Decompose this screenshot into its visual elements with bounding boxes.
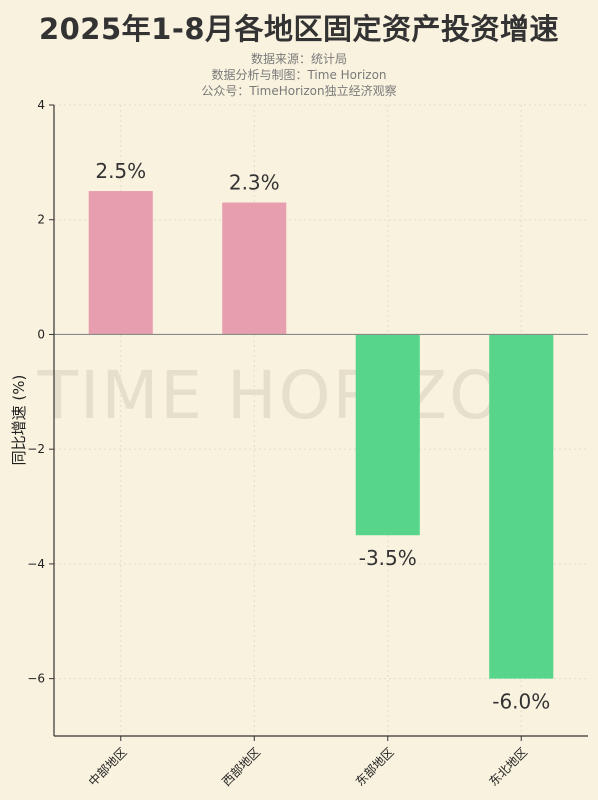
bars xyxy=(88,191,554,679)
subtitle-author: 数据分析与制图：Time Horizon xyxy=(211,68,387,82)
bar xyxy=(489,334,554,679)
x-tick-label: 中部地区 xyxy=(85,744,130,789)
y-axis-label: 同比增速 (%) xyxy=(10,375,28,466)
bar xyxy=(355,334,420,536)
data-label: -3.5% xyxy=(359,546,417,570)
y-tick-label: −6 xyxy=(27,672,45,686)
bar xyxy=(222,202,287,335)
subtitle-source: 数据来源：统计局 xyxy=(250,52,347,66)
x-tick-label: 东部地区 xyxy=(352,744,397,789)
y-tick-label: 4 xyxy=(37,98,45,112)
x-tick-label: 西部地区 xyxy=(219,744,264,789)
y-tick-label: 2 xyxy=(37,213,45,227)
bar xyxy=(88,191,153,335)
x-tick-label: 东北地区 xyxy=(486,745,530,789)
data-label: 2.3% xyxy=(229,171,280,195)
chart-title: 2025年1-8月各地区固定资产投资增速 xyxy=(38,12,560,46)
y-tick-label: −4 xyxy=(27,557,45,571)
data-labels: 2.5% 2.3% -3.5% -6.0% xyxy=(95,159,550,714)
data-label: -6.0% xyxy=(492,690,550,714)
subtitle-account: 公众号：TimeHorizon独立经济观察 xyxy=(201,84,397,98)
data-label: 2.5% xyxy=(95,159,146,183)
y-tick-label: 0 xyxy=(37,327,45,341)
y-tick-label: −2 xyxy=(27,442,45,456)
watermark: TIME HORIZON xyxy=(37,357,555,434)
